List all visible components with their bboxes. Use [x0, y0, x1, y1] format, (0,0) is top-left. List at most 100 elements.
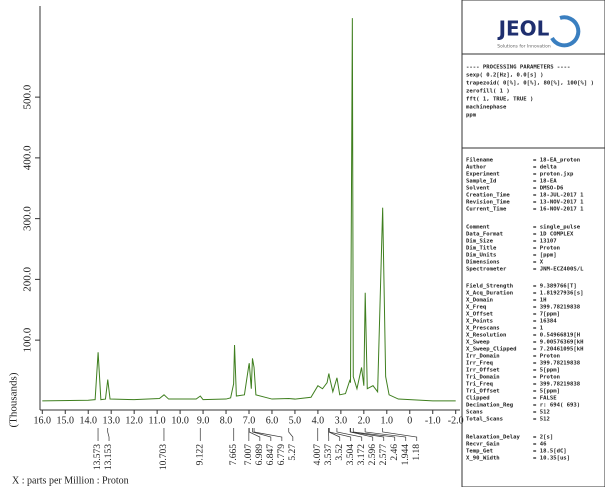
x-tick-label: 2.0: [358, 415, 371, 426]
x-tick-label: 12.0: [125, 415, 143, 426]
param-key: Data_Format: [466, 232, 503, 238]
param-value: = [ppm]: [533, 253, 557, 259]
x-tick-label: 14.0: [79, 415, 97, 426]
param-key: X_Sweep: [466, 340, 490, 346]
x-tick-label: 5.0: [289, 415, 302, 426]
param-value: = Proton: [533, 375, 560, 381]
param-value: = 9.389766[T]: [533, 284, 577, 290]
param-value: = 1D COMPLEX: [533, 232, 574, 238]
param-value: = 512: [533, 410, 550, 416]
param-key: Scans: [466, 410, 483, 416]
peak-leader: [364, 428, 407, 441]
param-key: Tri_Domain: [466, 375, 500, 381]
peak-label: 5.27: [288, 444, 298, 461]
x-tick-label: 16.0: [34, 415, 52, 426]
x-tick-label: 11.0: [149, 415, 166, 426]
peak-label: 6.847: [266, 444, 276, 466]
param-key: Dim_Units: [466, 253, 496, 259]
peak-label: 3.504: [346, 444, 356, 466]
processing-line: sexp( 0.2[Hz], 0.0[s] ): [466, 73, 543, 79]
param-value: = 18-JUL-2017 1: [533, 193, 584, 199]
panel-frame: [461, 0, 605, 487]
param-value: = 13-NOV-2017 1: [533, 200, 584, 206]
x-tick-label: 13.0: [102, 415, 120, 426]
param-key: X_Freq: [466, 305, 486, 311]
peak-label: 3.172: [357, 444, 367, 466]
x-tick-label: 0: [407, 415, 412, 426]
peak-label: 2.577: [379, 444, 389, 466]
peak-leader: [382, 428, 418, 441]
x-tick-label: -1.0: [425, 415, 441, 426]
x-tick-label: 8.0: [220, 415, 233, 426]
param-value: = 7[ppm]: [533, 312, 560, 318]
param-value: = 2[s]: [533, 435, 553, 441]
param-value: = 18.5[dC]: [533, 449, 567, 455]
param-key: X_Sweep_Clipped: [466, 347, 517, 353]
peak-label: 7.007: [244, 444, 254, 466]
processing-line: fft( 1, TRUE, TRUE ): [466, 97, 533, 103]
peak-leader: [328, 428, 341, 441]
param-key: X_Resolution: [466, 333, 506, 339]
param-value: = 399.78219838: [533, 305, 581, 311]
y-tick-label: 400.0: [22, 145, 34, 170]
param-key: Experiment: [466, 172, 500, 178]
param-key: X_Offset: [466, 312, 493, 318]
peak-label: 13.573: [93, 444, 103, 470]
peak-label: 6.779: [277, 444, 287, 466]
peak-label: 3.52: [335, 444, 345, 461]
peak-leader: [248, 428, 261, 441]
param-key: Field_Strength: [466, 284, 513, 290]
param-value: = 13107: [533, 239, 557, 245]
param-key: Revision_Time: [466, 200, 510, 206]
peak-leader: [253, 428, 283, 441]
x-tick-label: 4.0: [312, 415, 325, 426]
param-key: Creation_Time: [466, 193, 510, 199]
x-tick-label: 7.0: [243, 415, 256, 426]
logo-subtitle: Solutions for Innovation: [497, 44, 551, 50]
peak-label: 7.665: [229, 444, 239, 466]
x-tick-label: 15.0: [57, 415, 75, 426]
param-value: = Proton: [533, 246, 560, 252]
param-value: = 9.00576369[kH: [533, 340, 584, 346]
param-key: Author: [466, 165, 487, 171]
param-key: X_Prescans: [466, 326, 500, 332]
param-value: = 7.20461095[kH: [533, 347, 584, 353]
processing-line: trapezoid( 0[%], 0[%], 80[%], 100[%] ): [466, 81, 594, 87]
y-axis-label: (Thousands): [8, 372, 20, 427]
param-value: = 399.78219838: [533, 382, 581, 388]
param-value: = 46: [533, 442, 547, 448]
param-key: Tri_Offset: [466, 389, 500, 395]
param-key: Decimation_Reg: [466, 403, 513, 409]
x-tick-label: 3.0: [335, 415, 348, 426]
peak-label: 6.989: [255, 444, 265, 466]
peak-leader: [352, 428, 396, 441]
param-key: X_Acq_Duration: [466, 291, 513, 297]
param-value: = 0.54966819[H: [533, 333, 580, 339]
y-tick-label: 500.0: [22, 84, 34, 109]
param-value: = r: 694( 693): [533, 403, 580, 409]
peak-label: 13.153: [104, 444, 114, 470]
param-key: Relaxation_Delay: [466, 435, 521, 441]
peak-label: 10.703: [159, 444, 169, 470]
y-tick-label: 200.0: [22, 267, 34, 292]
param-value: = Proton: [533, 354, 560, 360]
processing-line: ppm: [466, 113, 477, 119]
param-value: = 18-EA: [533, 179, 557, 185]
peak-label: 3.537: [324, 444, 334, 466]
param-value: = 1H: [533, 298, 546, 304]
param-key: Solvent: [466, 186, 490, 192]
param-key: Irr_Offset: [466, 368, 500, 374]
y-tick-label: 300.0: [22, 206, 34, 231]
param-key: Dim_Size: [466, 239, 494, 245]
processing-line: machinephase: [466, 105, 507, 111]
x-tick-label: 9.0: [197, 415, 210, 426]
param-value: = 5[ppm]: [533, 368, 560, 374]
processing-line: ---- PROCESSING PARAMETERS ----: [466, 65, 570, 71]
param-value: = delta: [533, 165, 557, 171]
x-tick-label: 1.0: [381, 415, 394, 426]
param-key: Clipped: [466, 396, 490, 402]
param-key: Spectrometer: [466, 267, 507, 273]
param-key: Dimensions: [466, 260, 500, 266]
param-key: Temp_Get: [466, 449, 493, 455]
